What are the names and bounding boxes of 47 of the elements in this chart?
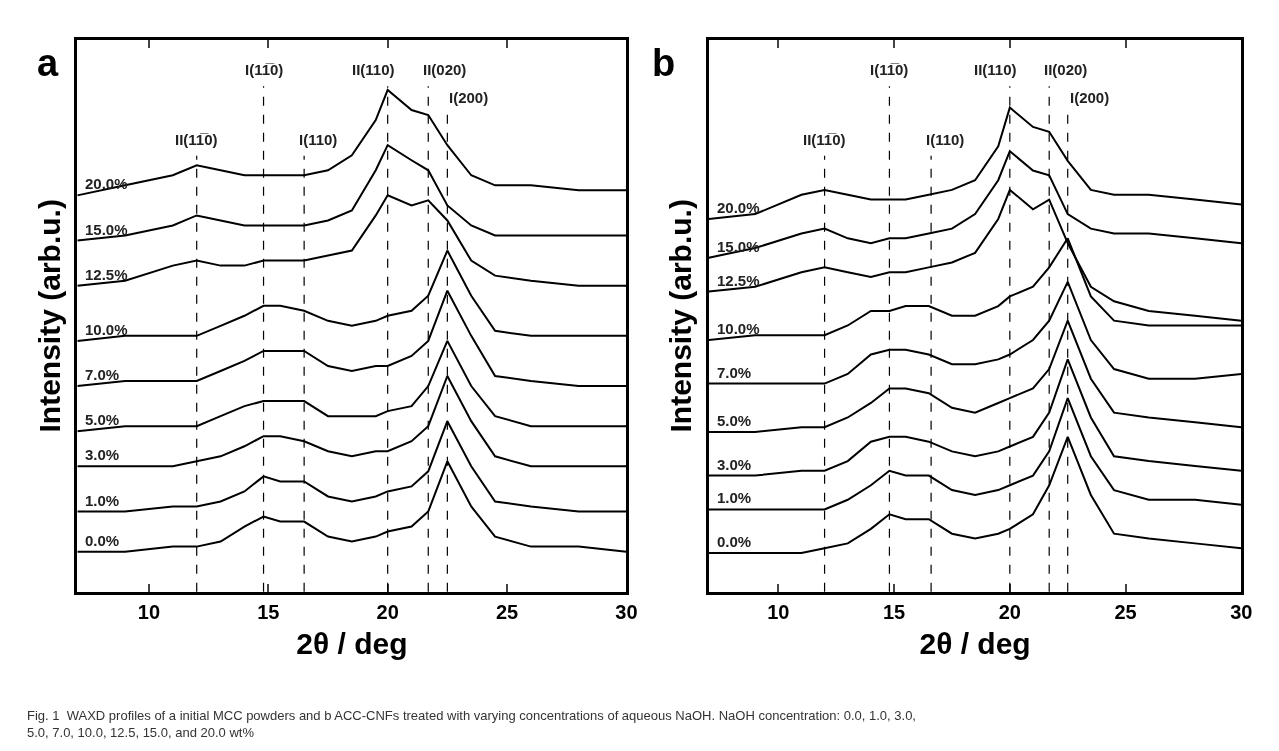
- ref-line-label: I(11̅0): [245, 61, 284, 78]
- series-label: 3.0%: [717, 456, 752, 473]
- ref-line-label: I(200): [1070, 89, 1110, 106]
- series-label: 12.5%: [85, 266, 128, 283]
- series-label: 5.0%: [717, 412, 752, 429]
- series-label: 5.0%: [85, 411, 120, 428]
- caption: Fig. 1 WAXD profiles of a initial MCC powders and b ACC-CNFs treated with varying concentrations of aqueous NaOH. NaOH concentration: 0.0, 1.0, 3.0, 5.0, 7.0, 10.0, 12.5, 15.0, and 20.0 wt%: [27, 708, 916, 740]
- x-tick-label: 25: [495, 600, 519, 623]
- ref-line-label: I(110): [299, 131, 338, 148]
- x-tick-label: 10: [767, 600, 790, 623]
- series-label: 0.0%: [85, 532, 120, 549]
- ref-line-label: II(020): [1044, 61, 1088, 78]
- x-axis-title: 2θ / deg: [296, 627, 408, 661]
- series-label: 15.0%: [717, 238, 760, 255]
- x-tick-label: 15: [882, 600, 906, 623]
- ref-line-label: II(110): [974, 61, 1017, 78]
- x-tick-label: 30: [1230, 600, 1253, 623]
- series-label: 20.0%: [717, 199, 760, 216]
- series-label: 20.0%: [85, 175, 128, 192]
- series-label: 7.0%: [85, 366, 120, 383]
- series-label: 12.5%: [717, 272, 760, 289]
- series-label: 7.0%: [717, 364, 752, 381]
- ref-line-label: II(11̅0): [803, 131, 846, 148]
- series-label: 1.0%: [85, 492, 120, 509]
- x-tick-label: 30: [615, 600, 638, 623]
- series-label: 15.0%: [85, 221, 128, 238]
- series-label: 3.0%: [85, 446, 120, 463]
- y-axis-title: Intensity (arb.u.): [664, 199, 698, 433]
- ref-line-label: II(020): [423, 61, 467, 78]
- series-label: 10.0%: [85, 321, 128, 338]
- x-tick-label: 20: [998, 600, 1021, 623]
- x-tick-label: 25: [1114, 600, 1137, 623]
- series-label: 10.0%: [717, 320, 760, 337]
- ref-line-label: I(200): [449, 89, 489, 106]
- text: a: [37, 42, 59, 84]
- x-axis-title: 2θ / deg: [919, 627, 1031, 661]
- ref-line-label: I(110): [926, 131, 965, 148]
- series-label: 0.0%: [717, 533, 752, 550]
- ref-line-label: I(11̅0): [870, 61, 909, 78]
- ref-line-label: II(11̅0): [175, 131, 218, 148]
- y-axis-title: Intensity (arb.u.): [32, 199, 66, 433]
- ref-line-label: II(110): [352, 61, 395, 78]
- x-tick-label: 10: [137, 600, 161, 623]
- text: b: [652, 42, 676, 84]
- x-tick-label: 20: [376, 600, 399, 623]
- x-tick-label: 15: [257, 600, 280, 623]
- series-label: 1.0%: [717, 489, 752, 506]
